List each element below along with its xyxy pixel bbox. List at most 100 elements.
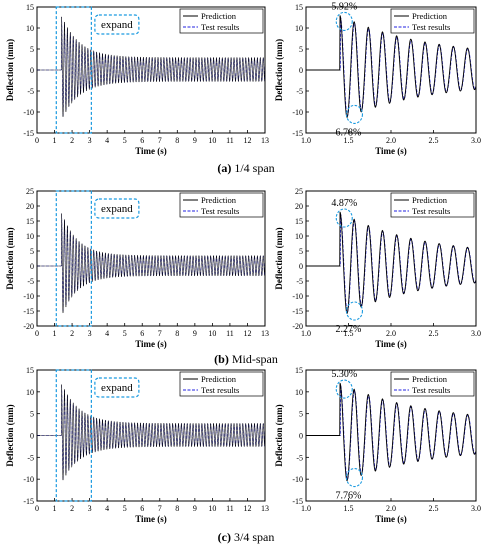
plot-frame (36, 190, 266, 327)
expand-label: expand (101, 382, 133, 394)
x-tick-label: 3 (88, 329, 92, 338)
x-tick-label: 2.0 (386, 504, 396, 513)
legend-label-test: Test results (412, 206, 450, 216)
x-tick-label: 2.5 (429, 504, 439, 513)
y-tick-label: -5 (27, 277, 34, 286)
x-tick-label: 7 (158, 504, 162, 513)
x-tick-label: 9 (193, 136, 197, 145)
x-tick-label: 11 (226, 504, 234, 513)
series-prediction (306, 211, 476, 315)
caption-c: (c) 3/4 span (217, 530, 275, 544)
legend-label-test: Test results (412, 385, 450, 395)
y-tick-label: 0 (299, 432, 303, 441)
peak-marker (335, 379, 353, 399)
y-tick-label: 20 (295, 202, 303, 211)
x-tick-label: 1.0 (301, 329, 311, 338)
legend-label-test: Test results (201, 206, 239, 216)
x-tick-label: 4 (105, 329, 109, 338)
peak-marker (335, 208, 353, 228)
legend-label-test: Test results (412, 22, 450, 32)
y-tick-label: 10 (26, 232, 34, 241)
trough-error-label: 6.78% (336, 127, 362, 138)
chart-panel-3: 1.0 1.5 2.0 2.5 3.0 -20 -15 -10 -5 0 5 10 15 20 25 Time… (274, 187, 481, 349)
x-tick-label: 9 (193, 504, 197, 513)
y-tick-label: 5 (30, 45, 34, 54)
expand-label: expand (101, 203, 133, 215)
y-tick-label: 25 (295, 187, 303, 196)
y-tick-label: 10 (295, 232, 303, 241)
x-tick-label: 0 (35, 504, 39, 513)
x-tick-label: 13 (261, 329, 269, 338)
y-axis-label: Deflection (mm) (5, 404, 15, 466)
expand-region (55, 190, 92, 327)
legend-label-prediction: Prediction (412, 195, 448, 205)
y-tick-label: -20 (23, 322, 34, 331)
x-tick-label: 3 (88, 504, 92, 513)
x-axis-label: Time (s) (135, 339, 167, 349)
legend-box (179, 8, 264, 34)
y-tick-label: 0 (299, 66, 303, 75)
y-tick-label: 5 (299, 410, 303, 419)
x-axis-label: Time (s) (135, 146, 167, 156)
y-tick-label: 15 (26, 366, 34, 375)
x-tick-label: 3.0 (471, 504, 481, 513)
x-tick-label: 1 (53, 504, 57, 513)
x-tick-label: 2.0 (386, 136, 396, 145)
x-tick-label: 12 (243, 329, 251, 338)
x-tick-label: 2 (70, 504, 74, 513)
x-tick-label: 7 (158, 136, 162, 145)
x-tick-label: 2.5 (429, 136, 439, 145)
x-tick-label: 5 (123, 504, 127, 513)
x-tick-label: 5 (123, 136, 127, 145)
y-tick-label: -15 (23, 129, 34, 138)
peak-error-label: 5.92% (331, 1, 357, 12)
x-tick-label: 3.0 (471, 136, 481, 145)
y-tick-label: 15 (295, 217, 303, 226)
chart-panel-2: 0 1 2 3 4 5 6 7 8 9 10 11 12 13-20-15-10-50510152025T… (5, 187, 269, 349)
x-tick-label: 1.5 (344, 136, 354, 145)
peak-error-label: 4.87% (331, 198, 357, 209)
y-tick-label: 10 (26, 388, 34, 397)
expand-region (55, 369, 92, 502)
legend-label-test: Test results (201, 385, 239, 395)
y-tick-label: 5 (299, 45, 303, 54)
expand-label: expand (101, 19, 133, 31)
y-tick-label: -20 (292, 322, 303, 331)
x-tick-label: 3 (88, 136, 92, 145)
x-tick-label: 1 (53, 136, 57, 145)
expand-label-box (94, 377, 140, 398)
y-axis-label: Deflection (mm) (5, 227, 15, 289)
legend-box (390, 8, 475, 34)
series-prediction (37, 16, 265, 118)
trough-marker (345, 467, 364, 488)
expand-region (55, 6, 92, 134)
y-tick-label: 10 (295, 388, 303, 397)
series-prediction (306, 382, 476, 482)
y-tick-label: 5 (299, 247, 303, 256)
y-tick-label: -15 (23, 307, 34, 316)
legend-box (179, 192, 264, 218)
x-tick-label: 6 (140, 329, 144, 338)
y-tick-label: -15 (23, 497, 34, 506)
x-tick-label: 10 (208, 136, 216, 145)
x-tick-label: 13 (261, 136, 269, 145)
y-tick-label: -5 (27, 87, 34, 96)
chart-panel-5: 1.0 1.5 2.0 2.5 3.0 -15 -10 -5 0 5 10 15 Time (s) Def… (274, 366, 481, 524)
x-tick-label: 4 (105, 136, 109, 145)
legend-label-test: Test results (201, 22, 239, 32)
x-tick-label: 6 (140, 136, 144, 145)
trough-marker (345, 104, 364, 124)
x-tick-label: 8 (175, 136, 179, 145)
y-tick-label: 0 (30, 262, 34, 271)
peak-error-label: 5.30% (331, 369, 357, 380)
x-tick-label: 11 (226, 136, 234, 145)
legend-label-prediction: Prediction (201, 195, 237, 205)
x-axis-label: Time (s) (135, 514, 167, 524)
x-tick-label: 6 (140, 504, 144, 513)
y-tick-label: 20 (26, 202, 34, 211)
y-tick-label: -15 (292, 307, 303, 316)
x-tick-label: 3.0 (471, 329, 481, 338)
